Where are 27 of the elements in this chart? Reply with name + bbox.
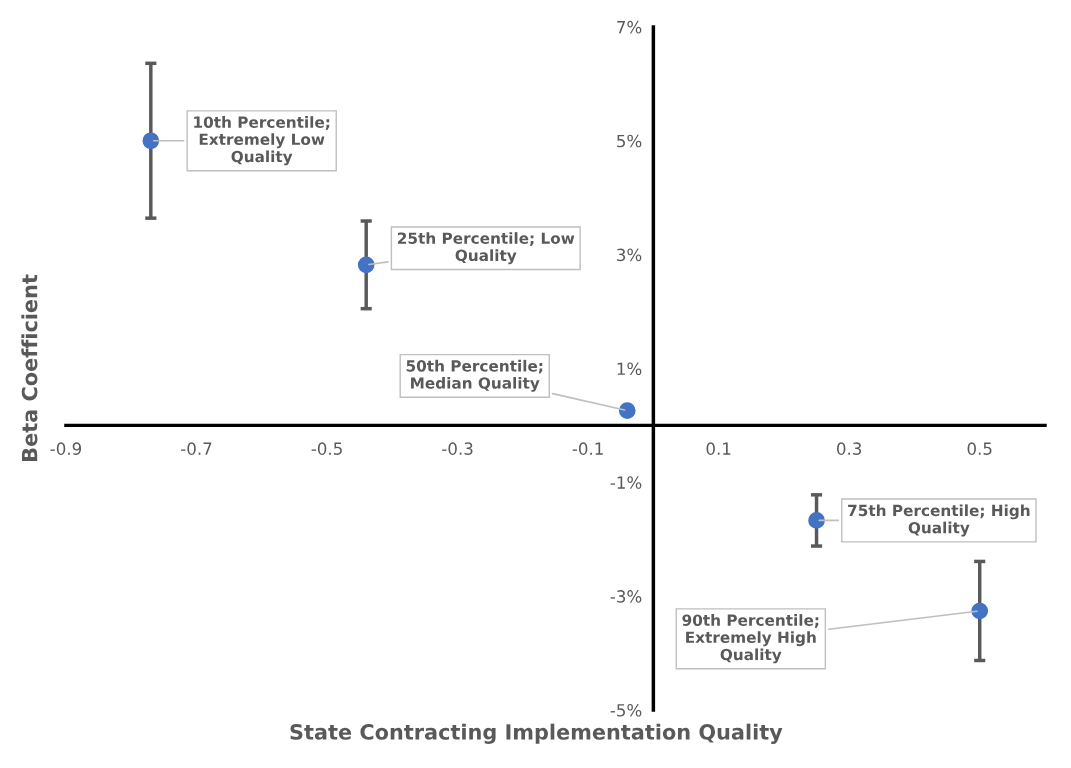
annotation: 90th Percentile; Extremely High Quality: [682, 614, 819, 664]
x-tick-label: -0.3: [442, 442, 473, 455]
y-tick-label: -5%: [610, 703, 642, 717]
annotation: 10th Percentile; Extremely Low Quality: [194, 116, 330, 166]
x-tick-label: 0.5: [967, 442, 992, 455]
x-tick-label: -0.9: [50, 442, 82, 455]
y-tick-label: -1%: [610, 476, 642, 489]
y-axis-title: Beta Coefficient: [21, 274, 38, 461]
annotation: 75th Percentile; High Quality: [848, 504, 1030, 537]
y-tick-label: 7%: [617, 20, 642, 34]
x-tick-label: -0.7: [181, 442, 212, 455]
annotation: 50th Percentile; Median Quality: [406, 359, 543, 392]
point: [357, 256, 375, 274]
point: [808, 512, 825, 529]
x-tick-label: -0.1: [572, 442, 603, 455]
point: [142, 132, 160, 150]
annotation: 25th Percentile; Low Quality: [397, 232, 575, 265]
x-tick-label: -0.5: [311, 442, 342, 455]
point: [971, 602, 989, 620]
y-tick-label: -3%: [610, 590, 642, 603]
x-axis-title: State Contracting Implementation Quality: [290, 723, 783, 744]
y-tick-label: 1%: [617, 362, 642, 376]
point: [618, 402, 636, 419]
x-tick-label: 0.1: [706, 442, 731, 455]
y-tick-label: 3%: [617, 248, 642, 262]
x-tick-label: 0.3: [837, 442, 862, 455]
y-tick-label: 5%: [617, 134, 642, 148]
